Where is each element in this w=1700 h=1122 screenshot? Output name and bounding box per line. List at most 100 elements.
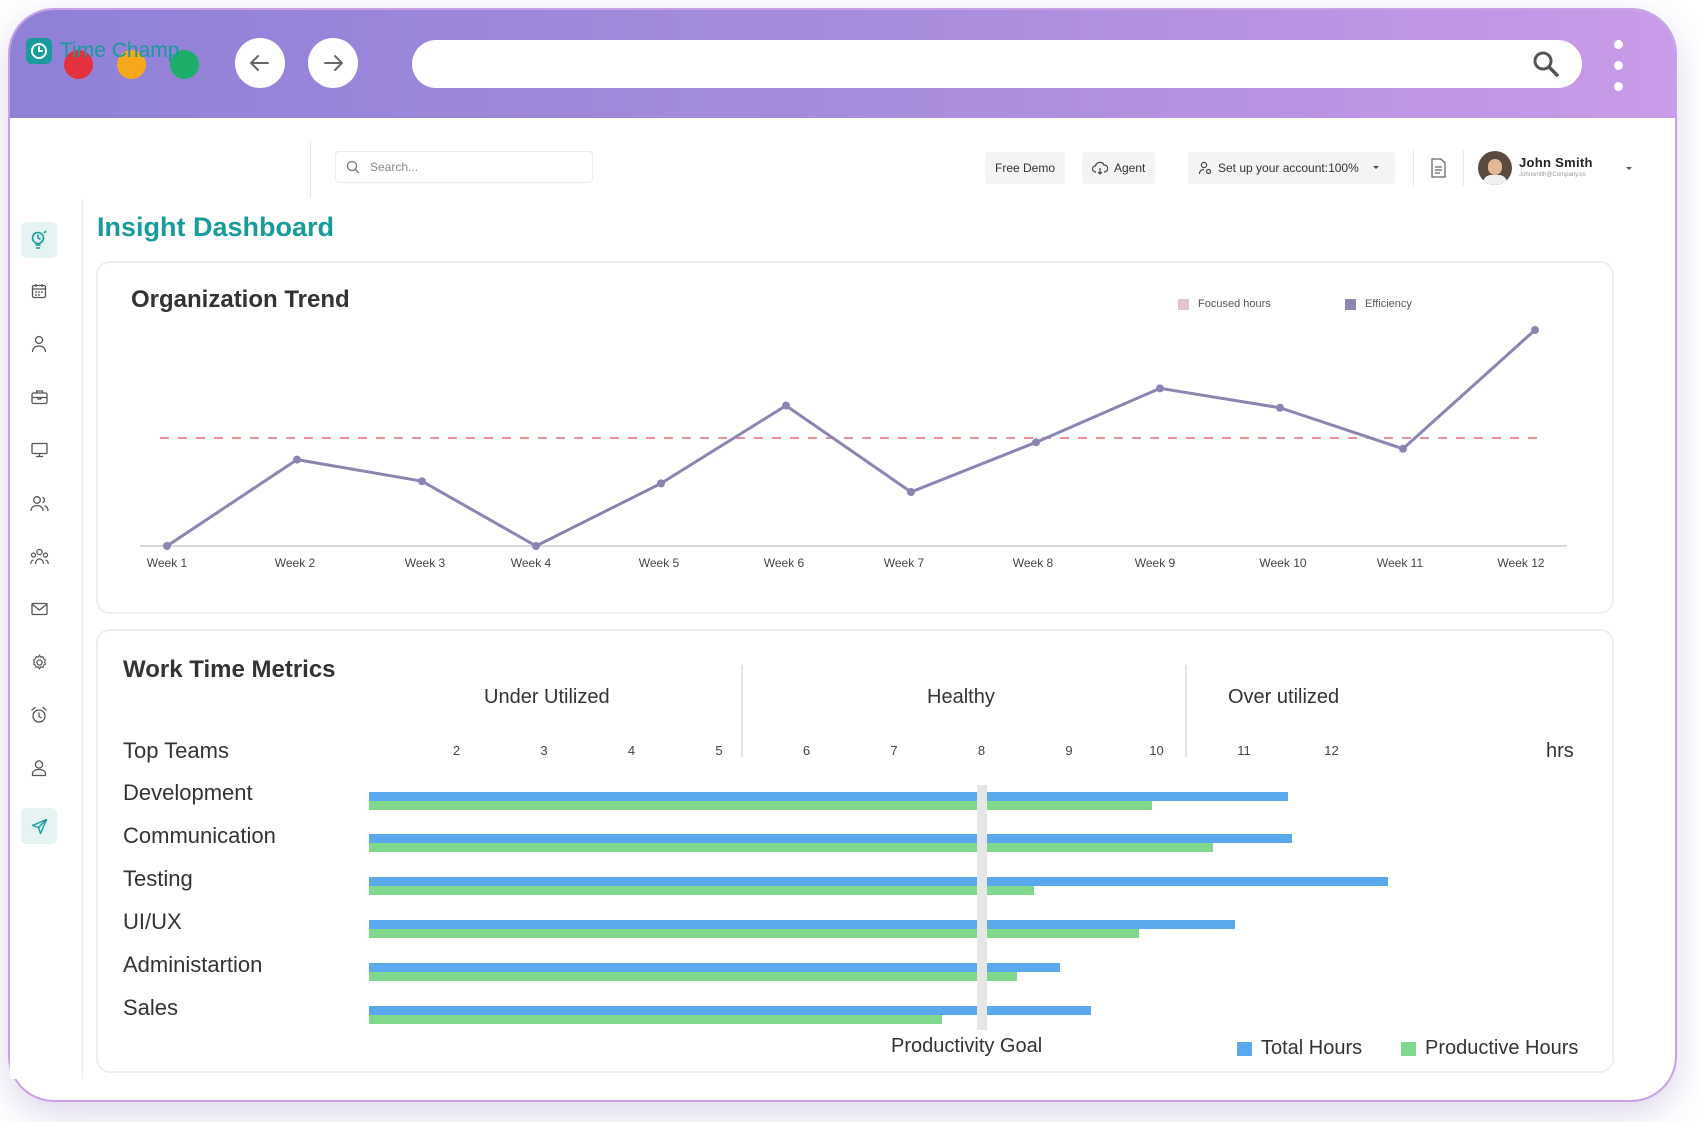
legend-swatch-efficiency — [1345, 298, 1356, 310]
send-icon — [31, 818, 47, 834]
agent-label: Agent — [1114, 161, 1146, 175]
work-time-card — [96, 629, 1614, 1073]
sidebar-item-monitoring[interactable] — [21, 432, 57, 468]
settings-icon — [32, 653, 46, 670]
zone-divider — [1185, 665, 1187, 757]
sidebar-item-attendance[interactable] — [21, 697, 57, 733]
sidebar-item-projects[interactable] — [21, 379, 57, 415]
sidebar-item-employees[interactable] — [21, 485, 57, 521]
sidebar-item-insights[interactable] — [21, 222, 57, 258]
header-separator — [1463, 150, 1464, 186]
app-logo[interactable]: Time Champ — [26, 38, 179, 64]
x-tick-label: 2 — [452, 743, 461, 758]
bar-total-hours[interactable] — [369, 920, 1236, 929]
insight-bulb-icon — [31, 230, 47, 249]
page-title: Insight Dashboard — [97, 212, 335, 242]
briefcase-icon — [30, 390, 48, 405]
address-bar[interactable] — [412, 40, 1582, 88]
mail-icon — [30, 602, 48, 616]
search-field[interactable] — [335, 151, 593, 183]
x-tick-label: 3 — [540, 743, 548, 758]
x-tick-label: 5 — [715, 743, 723, 758]
caret-down-icon[interactable] — [1624, 166, 1634, 172]
bar-total-hours[interactable] — [369, 963, 1061, 972]
zone-under-utilized: Under Utilized — [484, 686, 610, 708]
caret-down-icon — [1372, 166, 1379, 169]
users-icon — [29, 495, 49, 511]
cloud-download-icon — [1092, 161, 1108, 175]
kebab-menu-icon[interactable] — [1612, 40, 1624, 98]
bar-productive-hours[interactable] — [369, 886, 1034, 895]
search-icon — [346, 160, 360, 174]
sidebar-item-user[interactable] — [21, 326, 57, 362]
user-email: Johnsmith@Company.co — [1519, 172, 1586, 178]
sidebar-item-messages[interactable] — [21, 591, 57, 627]
sidebar-item-teams[interactable] — [21, 538, 57, 574]
work-time-title: Work Time Metrics — [123, 656, 336, 683]
window-close-dot[interactable] — [64, 50, 93, 79]
setup-account-label: Set up your account:100% — [1218, 161, 1359, 175]
bar-productive-hours[interactable] — [369, 843, 1214, 852]
top-teams-header: Top Teams — [123, 738, 229, 763]
legend-label: Productive Hours — [1425, 1037, 1579, 1059]
window-minimize-dot[interactable] — [117, 50, 146, 79]
sidebar-item-calendar[interactable] — [21, 273, 57, 309]
profile-icon — [31, 760, 47, 777]
monitor-icon — [30, 442, 48, 458]
document-icon[interactable] — [1430, 158, 1447, 178]
header-separator — [1413, 150, 1414, 186]
team-label: Communication — [123, 823, 276, 848]
forward-button[interactable] — [308, 38, 358, 88]
zone-healthy: Healthy — [927, 686, 995, 708]
legend-label: Total Hours — [1261, 1037, 1363, 1059]
agent-button[interactable]: Agent — [1082, 152, 1156, 184]
legend-focused-hours[interactable]: Focused hours — [1178, 298, 1271, 310]
productivity-goal-label: Productivity Goal — [891, 1035, 1043, 1057]
bar-productive-hours[interactable] — [369, 929, 1139, 938]
legend-total-hours[interactable]: Total Hours — [1237, 1037, 1362, 1060]
org-trend-title: Organization Trend — [131, 286, 350, 313]
bar-total-hours[interactable] — [369, 877, 1389, 886]
user-name[interactable]: John Smith — [1519, 155, 1593, 170]
bar-total-hours[interactable] — [369, 792, 1288, 801]
x-tick-label: 12 — [1324, 743, 1339, 758]
legend-swatch-focused — [1178, 298, 1189, 310]
team-icon — [29, 548, 49, 564]
window-maximize-dot[interactable] — [170, 50, 199, 79]
sidebar-item-settings[interactable] — [21, 644, 57, 680]
free-demo-label: Free Demo — [995, 161, 1056, 175]
zone-over-utilized: Over utilized — [1228, 686, 1340, 708]
sidebar-item-profile[interactable] — [21, 750, 57, 786]
team-label: Sales — [123, 995, 179, 1020]
logo-text: Time Champ — [60, 39, 180, 62]
team-label: Administartion — [123, 952, 263, 977]
header-divider — [310, 140, 311, 198]
bar-total-hours[interactable] — [369, 1006, 1091, 1015]
legend-productive-hours[interactable]: Productive Hours — [1401, 1037, 1578, 1060]
bar-productive-hours[interactable] — [369, 801, 1153, 810]
sidebar-item-send[interactable] — [21, 808, 57, 844]
search-input[interactable] — [368, 159, 582, 175]
free-demo-button[interactable]: Free Demo — [985, 152, 1066, 184]
user-gear-icon — [1198, 161, 1212, 175]
hours-unit-label: hrs — [1546, 740, 1574, 762]
calendar-icon — [31, 284, 47, 299]
arrow-left-icon — [250, 55, 269, 71]
search-icon[interactable] — [1532, 50, 1560, 78]
x-tick-label: 10 — [1149, 743, 1164, 758]
team-label: Testing — [123, 866, 193, 891]
setup-account-dropdown[interactable]: Set up your account:100% — [1188, 152, 1395, 184]
bar-total-hours[interactable] — [369, 834, 1293, 843]
sidebar — [10, 199, 83, 1079]
bar-productive-hours[interactable] — [369, 1015, 943, 1024]
team-label: UI/UX — [123, 909, 182, 934]
avatar[interactable] — [1478, 151, 1512, 185]
back-button[interactable] — [235, 38, 285, 88]
x-tick-label: 11 — [1237, 743, 1251, 758]
user-icon — [31, 335, 47, 353]
bar-productive-hours[interactable] — [369, 972, 1017, 981]
legend-label: Efficiency — [1365, 298, 1412, 310]
x-tick-label: 8 — [977, 743, 986, 758]
legend-efficiency[interactable]: Efficiency — [1345, 298, 1412, 310]
productivity-goal-line — [976, 785, 987, 1030]
